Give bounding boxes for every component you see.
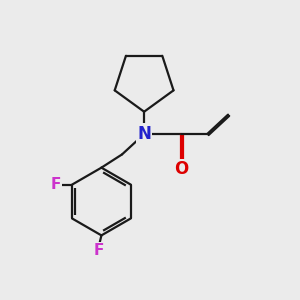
Text: F: F — [51, 177, 61, 192]
Text: N: N — [137, 125, 151, 143]
Text: O: O — [174, 160, 188, 178]
Text: F: F — [93, 243, 104, 258]
